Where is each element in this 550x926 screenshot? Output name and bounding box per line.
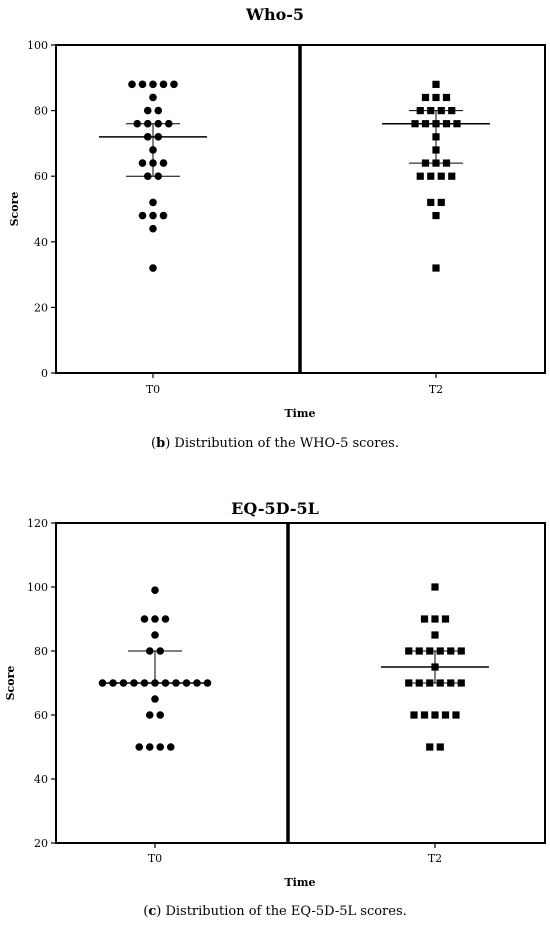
eq5d-T0-point <box>161 615 170 623</box>
who5-x-tick-label: T2 <box>429 383 443 396</box>
who5-T0-point <box>138 159 147 167</box>
eq5d-T2-point <box>431 711 439 719</box>
eq5d-T2-point <box>420 711 429 719</box>
who5-T2-point <box>427 198 435 207</box>
eq5d-T0-point <box>151 615 159 623</box>
who5-T2-point <box>437 198 445 207</box>
who5-T2-point <box>432 93 440 102</box>
eq5d-T0-point <box>140 615 149 623</box>
who5-x-axis-label: Time <box>284 407 315 420</box>
who5-T2-point <box>448 172 456 180</box>
who5-T0-point <box>149 264 157 272</box>
who5-T2-point <box>421 93 430 102</box>
caption-c-text: ) Distribution of the EQ-5D-5L scores. <box>156 904 407 919</box>
eq5d-T0-point <box>145 743 154 751</box>
caption-b-letter: b <box>156 436 166 451</box>
who5-T2-point <box>432 264 440 272</box>
who5-T2-point <box>442 93 451 102</box>
eq5d-T0-point <box>151 586 159 594</box>
eq5d-y-tick-label: 100 <box>27 581 48 594</box>
who5-T0-point <box>149 93 157 102</box>
who5-T0-point <box>170 80 178 89</box>
eq5d-T2-point <box>410 711 418 719</box>
eq5d-plot-frame <box>55 522 546 844</box>
who5-T2-point <box>427 172 435 180</box>
eq5d-y-tick-label: 60 <box>34 709 48 722</box>
who5-T0-point <box>159 159 168 167</box>
eq5d-y-tick-label: 40 <box>34 773 48 786</box>
caption-c: (c) Distribution of the EQ-5D-5L scores. <box>143 904 407 919</box>
eq5d-T0-point <box>156 743 165 751</box>
eq5d-T2-point <box>426 743 434 751</box>
who5-y-tick-label: 100 <box>27 39 48 52</box>
eq5d-T2-point <box>441 615 450 623</box>
who5-T0-point <box>149 211 157 220</box>
eq5d-chart-title: EQ-5D-5L <box>231 499 319 518</box>
eq5d-x-tick-label: T0 <box>148 852 162 865</box>
who5-T0-point <box>138 211 147 220</box>
who5-T0-point <box>149 198 157 207</box>
who5-y-tick-label: 20 <box>34 301 48 314</box>
who5-T0-point <box>143 106 152 115</box>
who5-T2-point <box>437 172 445 180</box>
who5-T0-point <box>149 80 157 89</box>
eq5d-x-tick-label: T2 <box>428 852 442 865</box>
eq5d-T2-point <box>420 615 429 623</box>
eq5d-T0-point <box>151 631 159 639</box>
caption-c-letter: c <box>148 904 157 919</box>
who5-T0-point <box>159 80 168 89</box>
caption-b: (b) Distribution of the WHO-5 scores. <box>151 436 399 451</box>
who5-y-axis-label: Score <box>8 192 21 227</box>
eq5d-y-axis-label: Score <box>4 666 17 701</box>
who5-chart-title: Who-5 <box>245 5 304 24</box>
eq5d-T2-point <box>452 711 460 719</box>
eq5d-y-tick-label: 20 <box>34 837 48 850</box>
eq5d-T2-point <box>431 583 439 591</box>
eq5d-T0-point <box>145 711 154 719</box>
who5-y-tick-label: 60 <box>34 170 48 183</box>
eq5d-T2-point <box>431 631 439 639</box>
who5-T0-point <box>128 80 136 89</box>
eq5d-T2-point <box>431 615 439 623</box>
eq5d-T0-point <box>156 711 165 719</box>
eq5d-T2-point <box>441 711 450 719</box>
eq5d-T0-point <box>151 695 159 703</box>
who5-T0-point <box>154 106 163 115</box>
who5-y-tick-label: 40 <box>34 236 48 249</box>
who5-T0-point <box>149 224 157 233</box>
who5-T2-point <box>432 211 440 220</box>
eq5d-x-axis-label: Time <box>284 876 315 889</box>
eq5d-T0-point <box>166 743 175 751</box>
eq5d-T0-point <box>135 743 144 751</box>
who5-y-tick-label: 80 <box>34 105 48 118</box>
who5-T2-point <box>432 80 440 88</box>
eq5d-y-tick-label: 120 <box>27 517 48 530</box>
who5-T0-point <box>138 80 147 89</box>
eq5d-T2-point <box>436 743 444 751</box>
eq5d-y-tick-label: 80 <box>34 645 48 658</box>
who5-x-tick-label: T0 <box>146 383 160 396</box>
who5-y-tick-label: 0 <box>41 367 48 380</box>
caption-b-text: ) Distribution of the WHO-5 scores. <box>165 436 399 451</box>
who5-T0-point <box>159 211 168 220</box>
who5-T2-point <box>416 172 424 180</box>
